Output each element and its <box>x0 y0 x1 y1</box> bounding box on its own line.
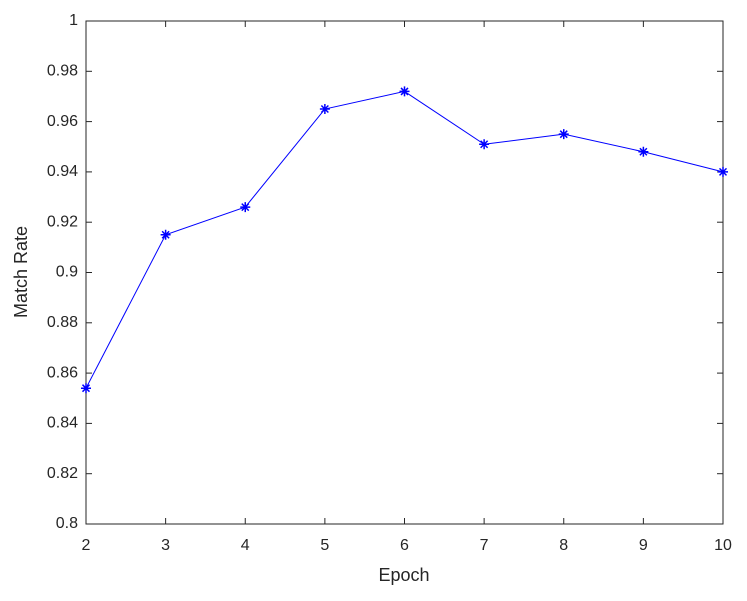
y-tick-label: 0.8 <box>56 515 78 532</box>
y-tick-label: 0.92 <box>47 213 78 230</box>
marker <box>240 202 251 213</box>
marker <box>160 229 171 240</box>
y-tick-label: 0.82 <box>47 465 78 482</box>
y-tick-label: 0.88 <box>47 314 78 331</box>
y-tick-label: 1 <box>69 12 78 29</box>
y-tick-label: 0.96 <box>47 113 78 130</box>
x-tick-label: 10 <box>714 537 732 554</box>
y-tick-label: 0.86 <box>47 364 78 381</box>
marker <box>319 104 330 115</box>
marker <box>558 129 569 140</box>
x-tick-label: 3 <box>161 537 170 554</box>
y-tick-label: 0.84 <box>47 415 78 432</box>
y-tick-label: 0.9 <box>56 264 78 281</box>
y-tick-label: 0.98 <box>47 63 78 80</box>
marker <box>718 166 728 177</box>
x-tick-label: 2 <box>82 537 91 554</box>
x-tick-label: 8 <box>559 537 568 554</box>
marker <box>81 383 91 394</box>
x-tick-label: 9 <box>639 537 648 554</box>
x-tick-label: 4 <box>241 537 250 554</box>
marker <box>479 139 490 150</box>
x-tick-label: 7 <box>480 537 489 554</box>
marker <box>399 86 410 97</box>
y-axis-label: Match Rate <box>11 226 31 318</box>
y-tick-label: 0.94 <box>47 163 78 180</box>
x-tick-label: 5 <box>320 537 329 554</box>
x-axis-label: Epoch <box>378 565 429 585</box>
marker <box>638 146 649 157</box>
x-tick-label: 6 <box>400 537 409 554</box>
